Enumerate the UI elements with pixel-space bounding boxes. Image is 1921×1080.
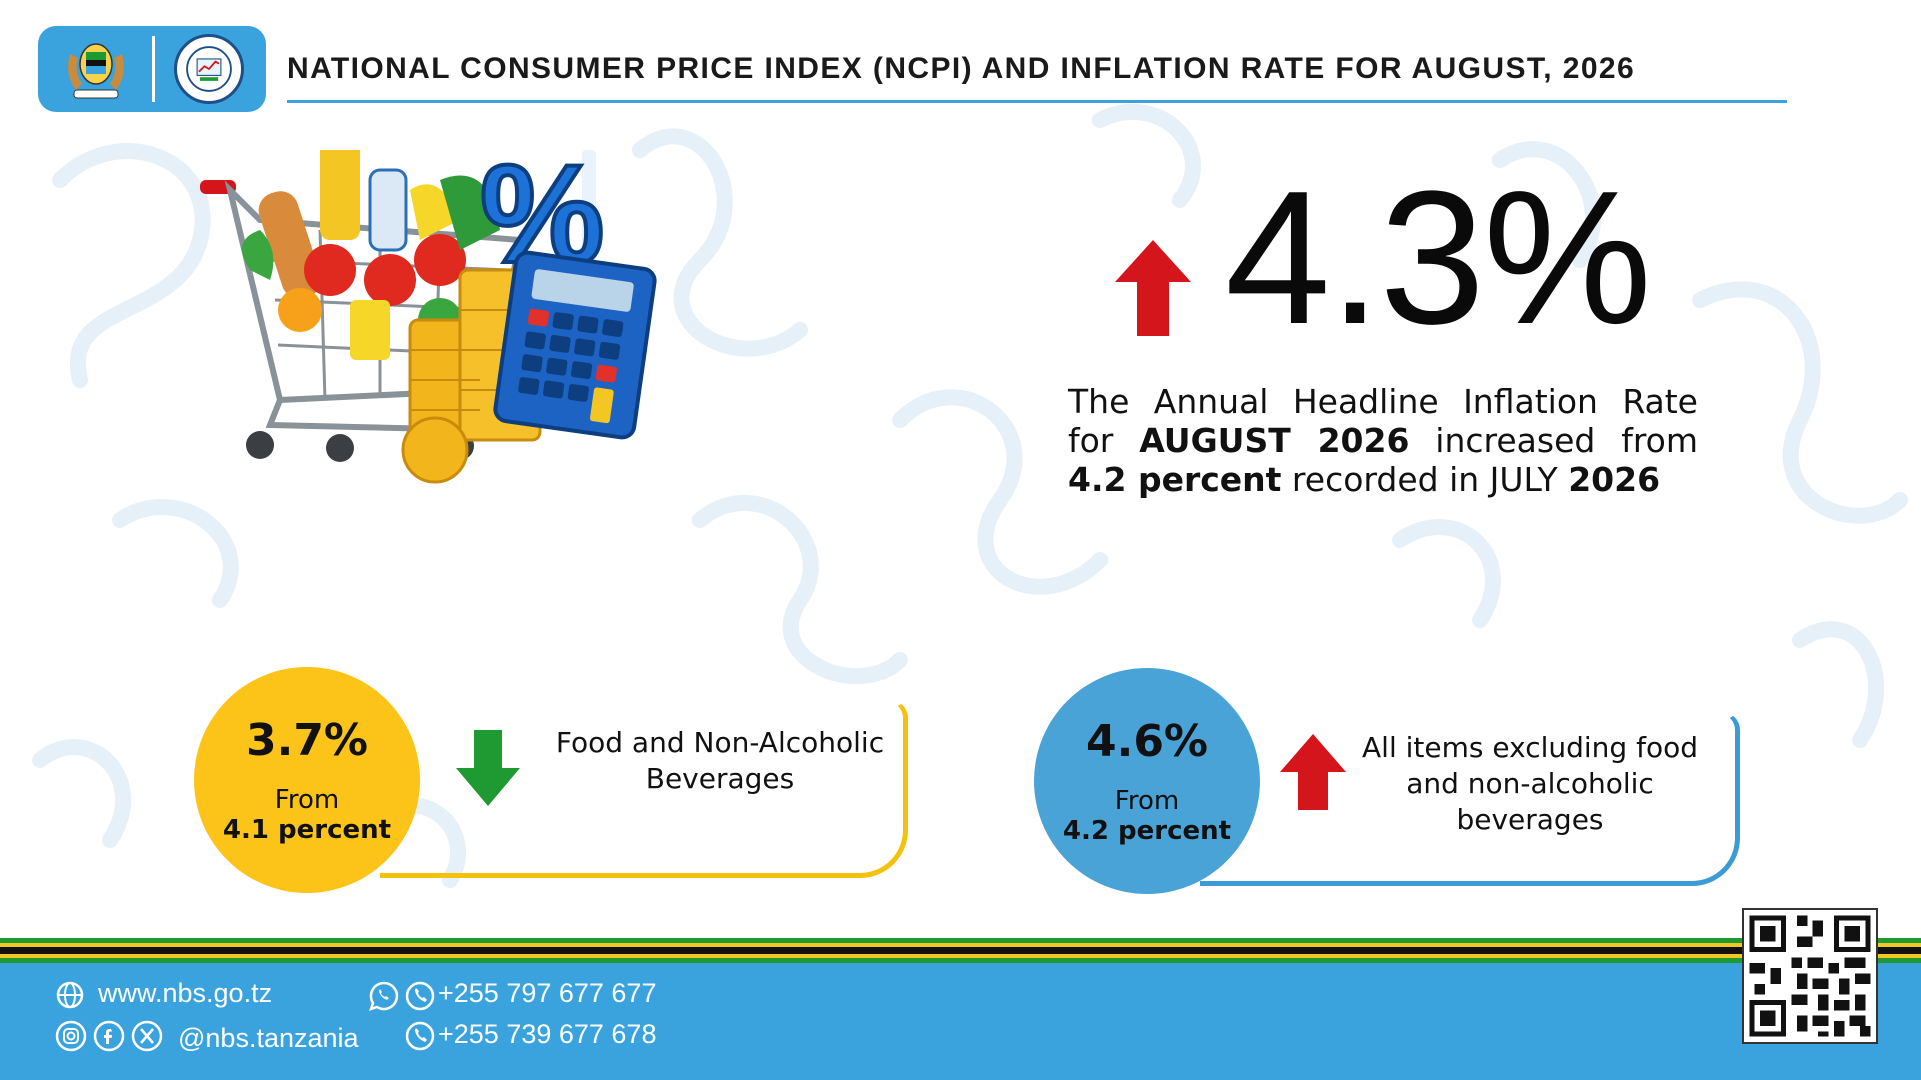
calculator-icon <box>493 250 657 440</box>
inflation-illustration: % <box>200 150 657 484</box>
logo-divider <box>152 36 155 102</box>
globe-icon <box>56 981 84 1009</box>
facebook-icon[interactable] <box>93 1020 125 1052</box>
food-from-label: From <box>274 785 340 815</box>
flag-stripes <box>0 938 1921 963</box>
whatsapp-icon <box>369 981 399 1011</box>
phone-number-2[interactable]: +255 739 677 678 <box>438 1019 657 1049</box>
title-underline <box>287 100 1787 103</box>
arrow-up-icon <box>1115 240 1191 336</box>
nonfood-rate-circle: 4.6% From 4.2 percent <box>1034 668 1260 894</box>
qr-code-icon <box>1749 915 1871 1037</box>
nonfood-card-outline <box>1200 712 1740 886</box>
footer-bar <box>0 963 1921 1080</box>
page-title: NATIONAL CONSUMER PRICE INDEX (NCPI) AND… <box>287 52 1636 85</box>
food-rate-value: 3.7% <box>245 715 369 766</box>
food-card-outline <box>380 700 908 878</box>
food-rate-circle: 3.7% From 4.1 percent <box>194 667 420 893</box>
nonfood-from-label: From <box>1114 786 1180 816</box>
qr-code[interactable] <box>1742 908 1878 1044</box>
logo-banner <box>38 26 266 112</box>
groceries-icon <box>242 150 500 360</box>
nonfood-previous-value: 4.2 percent <box>1062 816 1232 846</box>
phone-number-1[interactable]: +255 797 677 677 <box>438 978 657 1008</box>
x-icon[interactable] <box>131 1020 163 1052</box>
phone-icon <box>405 1021 435 1051</box>
coat-of-arms-logo <box>68 43 124 99</box>
website-link[interactable]: www.nbs.go.tz <box>98 978 273 1008</box>
food-category-label: Food and Non-Alcoholic Beverages <box>555 726 885 795</box>
nonfood-rate-value: 4.6% <box>1085 716 1209 767</box>
arrow-up-icon <box>1280 734 1346 810</box>
headline-description: The Annual Headline Inflation Rate for A… <box>1068 382 1698 499</box>
headline-inflation-rate: 4.3% <box>1225 152 1652 364</box>
arrow-down-icon <box>456 730 520 806</box>
nbs-seal-logo <box>174 34 244 104</box>
phone-icon <box>405 981 435 1011</box>
social-handle[interactable]: @nbs.tanzania <box>178 1023 359 1053</box>
nonfood-category-label: All items excluding food and non-alcohol… <box>1362 731 1698 836</box>
food-previous-value: 4.1 percent <box>222 815 392 845</box>
instagram-icon[interactable] <box>55 1020 87 1052</box>
